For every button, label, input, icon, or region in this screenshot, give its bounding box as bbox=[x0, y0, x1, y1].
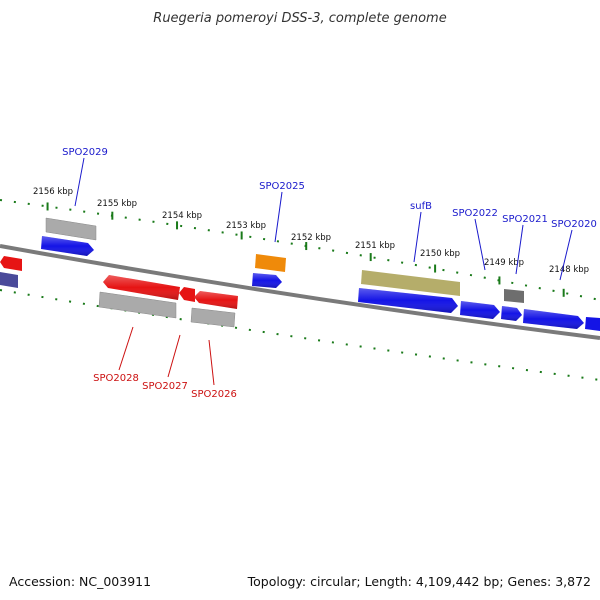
gene-feature-sufb[interactable] bbox=[361, 270, 460, 296]
gene-label-spo2029[interactable]: SPO2029 bbox=[62, 147, 108, 158]
gene-labels: SPO2029 SPO2025 sufB SPO2022 SPO2021 SPO… bbox=[62, 147, 597, 400]
label-leaders bbox=[74, 157, 573, 386]
feature-shading bbox=[41, 236, 584, 329]
cds-feature-partial-right[interactable] bbox=[585, 317, 600, 331]
scale-label: 2149 kbp bbox=[484, 258, 524, 268]
gene-label-spo2028[interactable]: SPO2028 bbox=[93, 373, 139, 384]
leader-spo2026 bbox=[208, 339, 215, 386]
gene-label-spo2021[interactable]: SPO2021 bbox=[502, 214, 548, 225]
leader-spo2020 bbox=[559, 229, 573, 281]
inner-tick-rail bbox=[0, 289, 600, 381]
major-ticks bbox=[46, 202, 565, 297]
scale-label: 2155 kbp bbox=[97, 199, 137, 209]
gene-feature-spo2026[interactable] bbox=[190, 307, 236, 328]
gene-feature-spo2028[interactable] bbox=[98, 291, 177, 319]
outer-tick-rail bbox=[0, 199, 600, 301]
scale-label: 2148 kbp bbox=[549, 265, 589, 275]
genome-summary-text: Topology: circular; Length: 4,109,442 bp… bbox=[247, 574, 591, 589]
gene-label-spo2025[interactable]: SPO2025 bbox=[259, 181, 305, 192]
leader-spo2027 bbox=[167, 334, 181, 378]
leader-spo2025 bbox=[274, 191, 283, 243]
gene-label-spo2026[interactable]: SPO2026 bbox=[191, 389, 237, 400]
gene-feature-partial-left[interactable] bbox=[0, 272, 18, 288]
accession-text: Accession: NC_003911 bbox=[9, 574, 151, 589]
scale-labels: 2156 kbp 2155 kbp 2154 kbp 2153 kbp 2152… bbox=[33, 187, 589, 275]
rna-feature-spo2025[interactable] bbox=[255, 254, 286, 272]
scale-label: 2154 kbp bbox=[162, 211, 202, 221]
cds-feature-spo2027[interactable] bbox=[179, 287, 195, 302]
leader-spo2022 bbox=[474, 218, 486, 271]
leader-spo2029 bbox=[74, 157, 85, 207]
scale-label: 2152 kbp bbox=[291, 233, 331, 243]
scale-label: 2156 kbp bbox=[33, 187, 73, 197]
genome-backbone bbox=[0, 244, 600, 340]
cds-feature-partial-left[interactable] bbox=[0, 256, 22, 271]
gene-label-sufb[interactable]: sufB bbox=[410, 201, 432, 212]
map-title: Ruegeria pomeroyi DSS-3, complete genome bbox=[153, 11, 446, 26]
scale-label: 2150 kbp bbox=[420, 249, 460, 259]
gene-label-spo2022[interactable]: SPO2022 bbox=[452, 208, 498, 219]
gene-label-spo2027[interactable]: SPO2027 bbox=[142, 381, 188, 392]
gene-feature-spo2029[interactable] bbox=[45, 217, 97, 241]
leader-sufb bbox=[413, 211, 422, 263]
gene-label-spo2020[interactable]: SPO2020 bbox=[551, 219, 597, 230]
gene-feature-spo2021[interactable] bbox=[504, 289, 524, 303]
scale-label: 2151 kbp bbox=[355, 241, 395, 251]
leader-spo2028 bbox=[118, 326, 134, 371]
scale-label: 2153 kbp bbox=[226, 221, 266, 231]
leader-spo2021 bbox=[515, 224, 524, 275]
